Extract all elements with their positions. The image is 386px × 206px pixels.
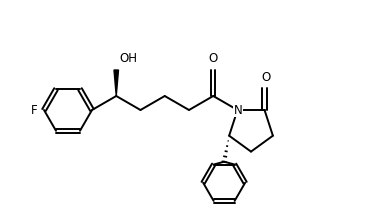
Text: N: N: [233, 103, 242, 117]
Text: F: F: [31, 103, 38, 117]
Polygon shape: [114, 70, 119, 96]
Text: OH: OH: [119, 52, 137, 65]
Text: N: N: [234, 103, 243, 117]
Text: O: O: [261, 71, 270, 84]
Text: O: O: [208, 52, 218, 65]
